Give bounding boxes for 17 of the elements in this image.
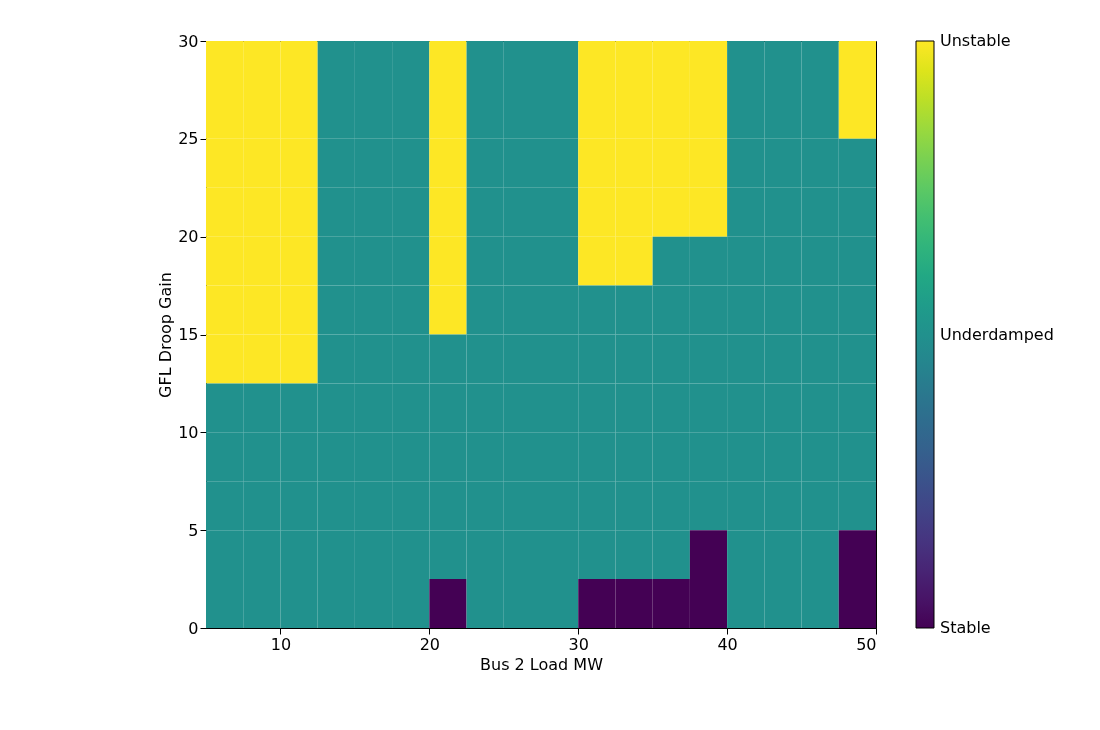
y-tick-label: 30	[178, 31, 199, 51]
y-tick-label: 25	[178, 129, 199, 149]
y-tick-label: 10	[178, 422, 199, 442]
y-axis-title: GFL Droop Gain	[156, 272, 176, 398]
x-tick-label: 50	[856, 634, 877, 654]
y-tick-label: 15	[178, 325, 199, 344]
color-bar-label: Unstable	[940, 31, 1011, 50]
y-tick-label: 5	[188, 520, 199, 540]
color-bar-label: Stable	[940, 618, 991, 637]
x-axis-title: Bus 2 Load MW	[480, 654, 604, 674]
x-tick-label: 30	[568, 634, 589, 654]
y-tick-label: 0	[188, 618, 199, 638]
y-tick-label: 20	[178, 227, 199, 247]
color-bar-label: Underdamped	[940, 324, 1054, 344]
x-tick-label: 10	[270, 634, 292, 654]
x-tick-label: 20	[419, 634, 441, 654]
x-tick-label: 40	[717, 634, 738, 654]
